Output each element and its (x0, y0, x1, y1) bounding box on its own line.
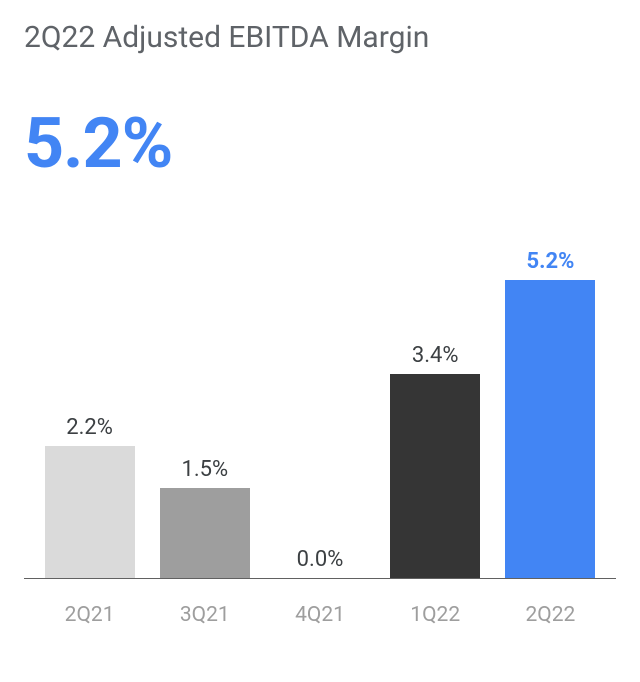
bar-slot: 0.0% (262, 249, 377, 578)
bar-slot: 2.2% (32, 249, 147, 578)
x-axis-tick: 3Q21 (147, 603, 262, 627)
x-axis-tick: 1Q22 (378, 603, 493, 627)
bar-rect (390, 374, 480, 578)
bar-slot: 5.2% (493, 249, 608, 578)
headline-value: 5.2% (24, 103, 616, 185)
bar-value-label: 2.2% (66, 415, 113, 440)
bar-rect (45, 446, 135, 578)
x-axis-row: 2Q213Q214Q211Q222Q22 (24, 579, 616, 627)
x-axis-tick: 4Q21 (262, 603, 377, 627)
bar-value-label: 1.5% (181, 457, 228, 482)
bar-value-label: 0.0% (297, 547, 344, 572)
chart-area: 2.2% 1.5% 0.0% 3.4% 5.2% 2Q213Q214Q211Q222Q2… (24, 249, 616, 682)
x-axis-tick: 2Q21 (32, 603, 147, 627)
bar-rect (505, 280, 595, 578)
bar-slot: 1.5% (147, 249, 262, 578)
chart-container: 2Q22 Adjusted EBITDA Margin 5.2% 2.2% 1.5… (0, 0, 640, 682)
bar-rect (160, 488, 250, 578)
chart-title: 2Q22 Adjusted EBITDA Margin (24, 20, 616, 55)
bar-value-label: 3.4% (412, 343, 459, 368)
bar-value-label: 5.2% (526, 249, 574, 274)
bar-slot: 3.4% (378, 249, 493, 578)
bars-row: 2.2% 1.5% 0.0% 3.4% 5.2% (24, 249, 616, 579)
x-axis-tick: 2Q22 (493, 603, 608, 627)
